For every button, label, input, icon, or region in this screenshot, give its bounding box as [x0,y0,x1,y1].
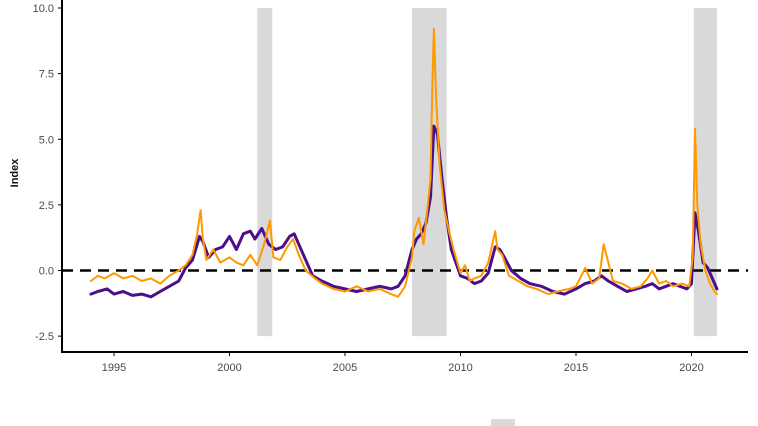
recession-band [693,8,717,337]
x-tick-label: 2010 [448,362,472,374]
recession-band [257,8,273,337]
y-tick-label: 2.5 [39,200,54,212]
y-tick-label: 7.5 [39,69,54,81]
series-line-orange [89,28,718,298]
x-tick-label: 2005 [333,362,357,374]
x-tick-label: 1995 [102,362,126,374]
recession-bands [257,8,717,337]
y-tick-label: 10.0 [33,3,54,15]
y-tick-label: 5.0 [39,134,54,146]
series-lines [89,28,719,299]
y-tick-label: -2.5 [35,331,54,343]
x-axis-ticks: 1995 2000 2005 2010 2015 2020 [102,352,704,374]
series-line-purple [89,124,719,299]
x-tick-label: 2020 [679,362,703,374]
y-axis-ticks: 10.0 7.5 5.0 2.5 0.0 -2.5 [33,3,62,343]
y-tick-label: 0.0 [39,266,54,278]
x-tick-label: 2000 [217,362,241,374]
legend-swatch [491,419,515,426]
x-tick-label: 2015 [564,362,588,374]
y-axis-title: Index [9,158,21,188]
